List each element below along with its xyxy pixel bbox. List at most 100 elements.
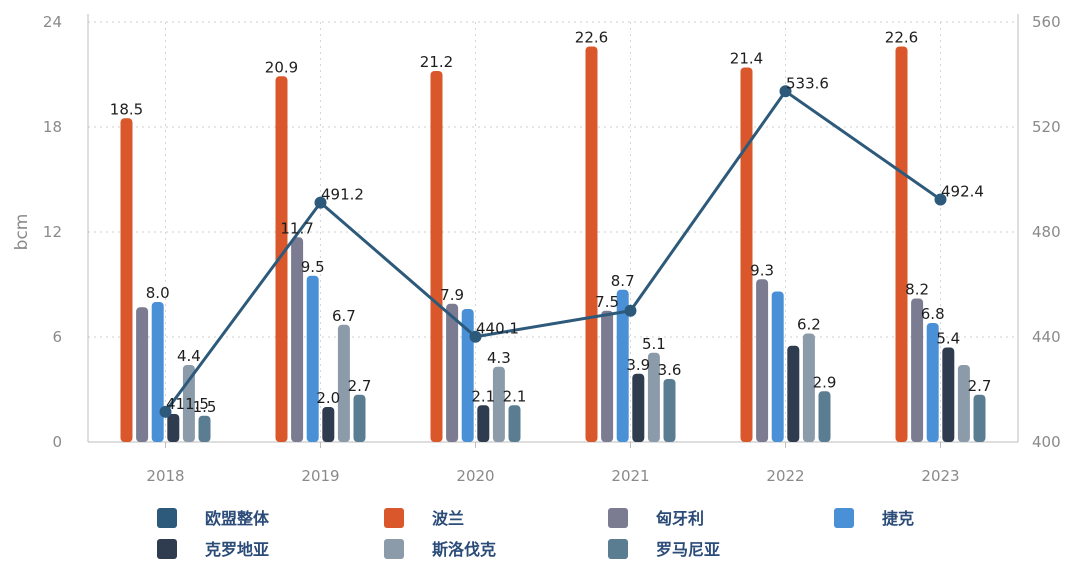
bar-data-label: 5.4 <box>936 330 960 348</box>
y-left-tick-label: 0 <box>52 433 62 451</box>
bar <box>430 71 443 442</box>
bar <box>585 46 598 442</box>
bar-data-label: 3.6 <box>658 361 682 379</box>
bar-data-label: 2.7 <box>348 377 372 395</box>
bar-data-label: 20.9 <box>265 58 298 76</box>
legend-item[interactable]: 罗马尼亚 <box>608 539 720 559</box>
legend-swatch <box>157 508 177 528</box>
y-left-tick-label: 18 <box>43 118 62 136</box>
bar-data-label: 2.7 <box>968 377 992 395</box>
x-tick-label: 2022 <box>766 467 804 485</box>
legend-swatch <box>608 539 628 559</box>
x-tick-label: 2019 <box>301 467 339 485</box>
line-series <box>159 85 947 418</box>
x-tick-label: 2021 <box>611 467 649 485</box>
line-data-label: 491.2 <box>321 186 364 204</box>
x-tick-label: 2023 <box>921 467 959 485</box>
bar-data-label: 6.2 <box>797 316 821 334</box>
legend-swatch <box>384 508 404 528</box>
legend-item[interactable]: 克罗地亚 <box>157 539 269 559</box>
bar-data-label: 21.4 <box>730 50 763 68</box>
bar <box>291 237 304 442</box>
legend-item[interactable]: 匈牙利 <box>608 508 704 528</box>
legend-swatch <box>834 508 854 528</box>
bar-data-label: 1.5 <box>193 398 217 416</box>
y-right-tick-label: 560 <box>1032 13 1061 31</box>
axes: bcm 0 6 12 18 24 400 440 480 520 560 2018 2019 2020 2… <box>12 13 1061 485</box>
y-left-tick-label: 24 <box>43 13 62 31</box>
bar-data-label: 7.9 <box>440 286 464 304</box>
bar <box>136 307 149 442</box>
bar <box>616 289 629 442</box>
bar-data-label: 7.5 <box>595 293 619 311</box>
data-labels: 18.5 20.9 21.2 22.6 21.4 22.6 11.7 7.9 7.5 9.3 8.2… <box>110 29 992 416</box>
x-tick-label: 2018 <box>146 467 184 485</box>
bar-data-label: 6.7 <box>332 307 356 325</box>
bar-data-label: 8.0 <box>146 284 170 302</box>
bar <box>771 291 784 442</box>
bar <box>957 365 970 442</box>
line-data-label: 533.6 <box>786 74 829 92</box>
bar <box>973 394 986 442</box>
line-point <box>624 304 637 317</box>
line-point <box>934 193 947 206</box>
y-right-tick-label: 400 <box>1032 433 1061 451</box>
legend-label: 罗马尼亚 <box>656 540 720 559</box>
y-left-tick-label: 6 <box>52 328 62 346</box>
bar-data-label: 2.1 <box>471 387 495 405</box>
line-data-label: 492.4 <box>941 182 984 200</box>
bar-data-label: 9.3 <box>750 261 774 279</box>
bar <box>911 298 924 442</box>
y-right-tick-label: 520 <box>1032 118 1061 136</box>
bar-data-label: 22.6 <box>885 29 918 47</box>
bar-data-label: 2.0 <box>316 389 340 407</box>
bar-data-label: 2.1 <box>503 387 527 405</box>
bar <box>508 405 521 442</box>
line-point <box>159 405 172 418</box>
bar <box>151 302 164 442</box>
bar <box>663 379 676 442</box>
bar-data-label: 5.1 <box>642 335 666 353</box>
bar <box>198 415 211 442</box>
bar-data-label: 4.4 <box>177 347 201 365</box>
bar <box>756 279 769 442</box>
bar <box>802 333 815 442</box>
bar <box>306 275 319 442</box>
legend-swatch <box>384 539 404 559</box>
bar <box>818 391 831 442</box>
bar <box>275 76 288 442</box>
legend-label: 欧盟整体 <box>205 509 270 528</box>
bar <box>926 323 939 442</box>
y-left-tick-label: 12 <box>43 223 62 241</box>
bar <box>322 407 335 442</box>
y-axis-title: bcm <box>12 214 32 251</box>
legend-item[interactable]: 斯洛伐克 <box>384 539 496 559</box>
bar-data-label: 22.6 <box>575 29 608 47</box>
legend-label: 斯洛伐克 <box>432 540 496 559</box>
legend-swatch <box>608 508 628 528</box>
line-series-path <box>164 89 942 413</box>
bar <box>740 67 753 442</box>
y-right-tick-label: 480 <box>1032 223 1061 241</box>
line-data-label: 440.1 <box>476 320 519 338</box>
bar <box>446 303 459 442</box>
bar <box>477 405 490 442</box>
bar <box>492 366 505 442</box>
bar <box>461 309 474 442</box>
line-data-label: 411.5 <box>166 395 209 413</box>
bar <box>647 352 660 442</box>
bar <box>787 345 800 442</box>
legend-item[interactable]: 欧盟整体 <box>157 508 270 528</box>
line-point <box>314 196 327 209</box>
bar <box>337 324 350 442</box>
bar <box>120 118 133 442</box>
y-right-tick-label: 440 <box>1032 328 1061 346</box>
legend-item[interactable]: 波兰 <box>384 508 464 528</box>
line-point <box>779 85 792 98</box>
x-tick-label: 2020 <box>456 467 494 485</box>
bar-series <box>120 46 986 442</box>
legend-item[interactable]: 捷克 <box>834 508 914 528</box>
